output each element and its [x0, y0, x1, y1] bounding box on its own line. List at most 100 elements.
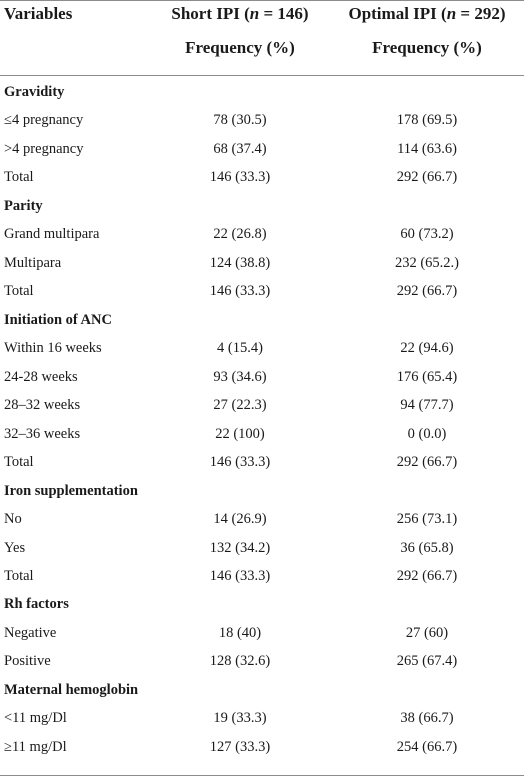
short-ipi-cell: 124 (38.8) — [209, 254, 271, 271]
short-ipi-suffix: = 146) — [259, 4, 309, 23]
optimal-ipi-cell: 292 (66.7) — [396, 169, 458, 186]
table-row: 32–36 weeks 22 (100) 0 (0.0) — [0, 420, 524, 448]
table-row: Within 16 weeks 4 (15.4) 22 (94.6) — [0, 334, 524, 362]
short-ipi-prefix: Short IPI ( — [171, 4, 250, 23]
short-ipi-cell: 146 (33.3) — [209, 169, 271, 186]
optimal-ipi-cell: 114 (63.6) — [397, 140, 457, 157]
short-ipi-cell: 4 (15.4) — [217, 340, 263, 357]
table-row: No 14 (26.9) 256 (73.1) — [0, 505, 524, 533]
short-ipi-cell: 93 (34.6) — [213, 368, 267, 385]
optimal-ipi-cell: 178 (69.5) — [396, 112, 458, 129]
row-label: Yes — [4, 539, 26, 556]
table-row: Grand multipara 22 (26.8) 60 (73.2) — [0, 220, 524, 248]
optimal-ipi-cell: 292 (66.7) — [396, 567, 458, 584]
row-label: Negative — [4, 624, 57, 641]
optimal-ipi-cell: 265 (67.4) — [396, 653, 458, 670]
section-header-row: Initiation of ANC — [0, 306, 524, 334]
short-ipi-cell: 68 (37.4) — [213, 140, 267, 157]
header-rule — [0, 75, 524, 76]
section-title: Initiation of ANC — [4, 311, 112, 328]
header-variables: Variables — [4, 4, 73, 23]
table-row: Positive 128 (32.6) 265 (67.4) — [0, 647, 524, 675]
section-title: Rh factors — [4, 596, 69, 613]
row-label: 32–36 weeks — [4, 425, 81, 442]
table-row: Total 146 (33.3) 292 (66.7) — [0, 448, 524, 476]
section-header-row: Rh factors — [0, 590, 524, 618]
section-title: Parity — [4, 197, 43, 214]
row-label: <11 mg/Dl — [4, 710, 67, 727]
optimal-ipi-cell: 60 (73.2) — [400, 226, 454, 243]
short-ipi-cell: 14 (26.9) — [213, 511, 267, 528]
optimal-ipi-cell: 256 (73.1) — [396, 511, 458, 528]
section-title: Iron supplementation — [4, 482, 138, 499]
optimal-ipi-cell: 292 (66.7) — [396, 454, 458, 471]
row-label: Total — [4, 283, 34, 300]
short-ipi-cell: 22 (26.8) — [213, 226, 267, 243]
section-header-row: Maternal hemoglobin — [0, 676, 524, 704]
optimal-ipi-cell: 36 (65.8) — [400, 539, 454, 556]
section-header-row: Parity — [0, 192, 524, 220]
short-ipi-cell: 127 (33.3) — [209, 738, 271, 755]
short-ipi-cell: 22 (100) — [215, 425, 265, 442]
short-ipi-cell: 146 (33.3) — [209, 283, 271, 300]
header-frequency-short: Frequency (%) — [185, 38, 295, 57]
optimal-ipi-cell: 176 (65.4) — [396, 368, 458, 385]
table-body: Gravidity ≤4 pregnancy 78 (30.5) 178 (69.5)… — [0, 78, 524, 761]
table-row: Total 146 (33.3) 292 (66.7) — [0, 277, 524, 305]
section-header-row: Iron supplementation — [0, 477, 524, 505]
short-ipi-n: n — [249, 4, 260, 23]
row-label: ≤4 pregnancy — [4, 112, 84, 129]
optimal-ipi-cell: 38 (66.7) — [400, 710, 454, 727]
optimal-ipi-cell: 254 (66.7) — [396, 738, 458, 755]
top-rule — [0, 0, 524, 1]
table-row: Total 146 (33.3) 292 (66.7) — [0, 562, 524, 590]
header-short-ipi: Short IPI (n = 146) — [160, 0, 320, 28]
row-label: ≥11 mg/Dl — [4, 738, 67, 755]
section-title: Maternal hemoglobin — [4, 681, 139, 698]
row-label: >4 pregnancy — [4, 140, 84, 157]
bottom-rule — [0, 775, 524, 776]
row-label: 28–32 weeks — [4, 397, 81, 414]
row-label: Grand multipara — [4, 226, 100, 243]
optimal-ipi-cell: 232 (65.2.) — [394, 254, 460, 271]
table-row: Multipara 124 (38.8) 232 (65.2.) — [0, 249, 524, 277]
row-label: Positive — [4, 653, 51, 670]
short-ipi-cell: 78 (30.5) — [213, 112, 267, 129]
row-label: Within 16 weeks — [4, 340, 102, 357]
table-row: 28–32 weeks 27 (22.3) 94 (77.7) — [0, 391, 524, 419]
short-ipi-cell: 128 (32.6) — [209, 653, 271, 670]
row-label: Total — [4, 454, 34, 471]
row-label: No — [4, 511, 22, 528]
optimal-ipi-prefix: Optimal IPI ( — [348, 4, 447, 23]
optimal-ipi-cell: 22 (94.6) — [400, 340, 454, 357]
short-ipi-cell: 146 (33.3) — [209, 567, 271, 584]
table-row: ≤4 pregnancy 78 (30.5) 178 (69.5) — [0, 106, 524, 134]
section-title: Gravidity — [4, 84, 65, 100]
section-header-row: Gravidity — [0, 78, 524, 106]
table-row: Negative 18 (40) 27 (60) — [0, 619, 524, 647]
table-row: Yes 132 (34.2) 36 (65.8) — [0, 534, 524, 562]
short-ipi-cell: 19 (33.3) — [213, 710, 267, 727]
table-row: 24-28 weeks 93 (34.6) 176 (65.4) — [0, 363, 524, 391]
row-label: 24-28 weeks — [4, 368, 78, 385]
table-row: ≥11 mg/Dl 127 (33.3) 254 (66.7) — [0, 733, 524, 761]
optimal-ipi-cell: 292 (66.7) — [396, 283, 458, 300]
row-label: Total — [4, 169, 34, 186]
short-ipi-cell: 146 (33.3) — [209, 454, 271, 471]
optimal-ipi-cell: 27 (60) — [405, 624, 449, 641]
short-ipi-cell: 18 (40) — [218, 624, 262, 641]
optimal-ipi-suffix: = 292) — [456, 4, 506, 23]
header-optimal-ipi: Optimal IPI (n = 292) — [332, 0, 522, 28]
table-row: Total 146 (33.3) 292 (66.7) — [0, 163, 524, 191]
row-label: Total — [4, 567, 34, 584]
table-row: >4 pregnancy 68 (37.4) 114 (63.6) — [0, 135, 524, 163]
optimal-ipi-cell: 0 (0.0) — [407, 425, 447, 442]
short-ipi-cell: 132 (34.2) — [209, 539, 271, 556]
optimal-ipi-n: n — [446, 4, 457, 23]
optimal-ipi-cell: 94 (77.7) — [400, 397, 454, 414]
short-ipi-cell: 27 (22.3) — [213, 397, 267, 414]
row-label: Multipara — [4, 254, 62, 271]
table-row: <11 mg/Dl 19 (33.3) 38 (66.7) — [0, 704, 524, 732]
header-frequency-optimal: Frequency (%) — [372, 38, 482, 57]
